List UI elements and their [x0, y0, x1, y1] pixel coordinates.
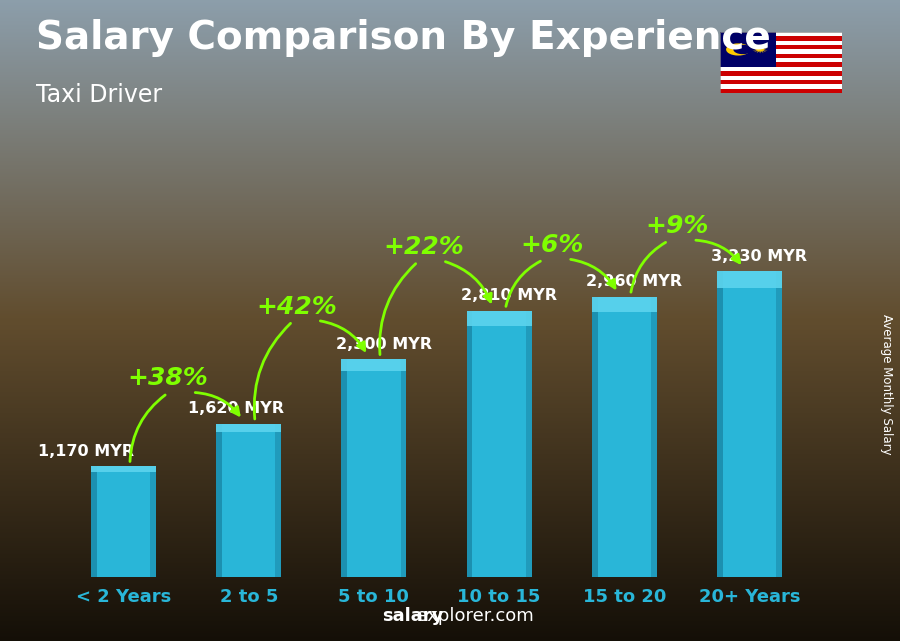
Bar	[341, 359, 407, 371]
Bar	[91, 466, 97, 577]
Bar	[216, 424, 222, 577]
Text: 3,230 MYR: 3,230 MYR	[711, 249, 807, 263]
Bar	[776, 271, 782, 577]
Bar	[720, 49, 842, 54]
Bar	[216, 424, 282, 577]
Bar	[720, 32, 842, 37]
Bar	[341, 359, 407, 577]
Bar	[720, 58, 842, 63]
Bar	[400, 359, 407, 577]
Bar	[591, 297, 657, 577]
Text: 2,300 MYR: 2,300 MYR	[336, 337, 432, 352]
Text: +42%: +42%	[256, 295, 337, 319]
Text: +22%: +22%	[383, 235, 464, 259]
Wedge shape	[726, 44, 751, 56]
Text: explorer.com: explorer.com	[382, 607, 535, 625]
Polygon shape	[752, 46, 768, 53]
Text: +9%: +9%	[645, 214, 708, 238]
Text: +6%: +6%	[520, 233, 583, 257]
Text: 2,810 MYR: 2,810 MYR	[461, 288, 557, 303]
Bar	[720, 88, 842, 93]
Bar	[720, 63, 842, 67]
Bar	[716, 271, 782, 288]
Bar	[591, 297, 598, 577]
Text: 2,960 MYR: 2,960 MYR	[586, 274, 682, 289]
Bar	[716, 271, 723, 577]
Text: 1,620 MYR: 1,620 MYR	[188, 401, 284, 416]
Wedge shape	[734, 45, 752, 54]
Bar	[466, 311, 532, 577]
Text: 1,170 MYR: 1,170 MYR	[38, 444, 134, 458]
Bar	[720, 45, 842, 49]
Bar	[150, 466, 157, 577]
Bar	[466, 311, 472, 577]
Bar	[651, 297, 657, 577]
Bar	[466, 311, 532, 326]
Bar	[720, 41, 842, 45]
Text: salary: salary	[382, 607, 444, 625]
Bar	[591, 297, 657, 312]
Bar	[341, 359, 347, 577]
Bar	[720, 80, 842, 84]
Text: +38%: +38%	[127, 367, 208, 390]
Bar	[720, 76, 842, 80]
Bar	[526, 311, 532, 577]
Bar	[720, 84, 842, 88]
Bar	[91, 466, 157, 577]
Bar	[716, 271, 782, 577]
Bar	[720, 71, 842, 76]
Bar	[91, 466, 157, 472]
Bar	[216, 424, 282, 432]
Text: Salary Comparison By Experience: Salary Comparison By Experience	[36, 19, 770, 57]
Bar	[720, 67, 842, 71]
Bar	[720, 54, 842, 58]
Bar	[720, 37, 842, 41]
Bar	[275, 424, 282, 577]
Text: Taxi Driver: Taxi Driver	[36, 83, 162, 107]
Text: Average Monthly Salary: Average Monthly Salary	[880, 314, 893, 455]
Bar	[720, 32, 776, 67]
